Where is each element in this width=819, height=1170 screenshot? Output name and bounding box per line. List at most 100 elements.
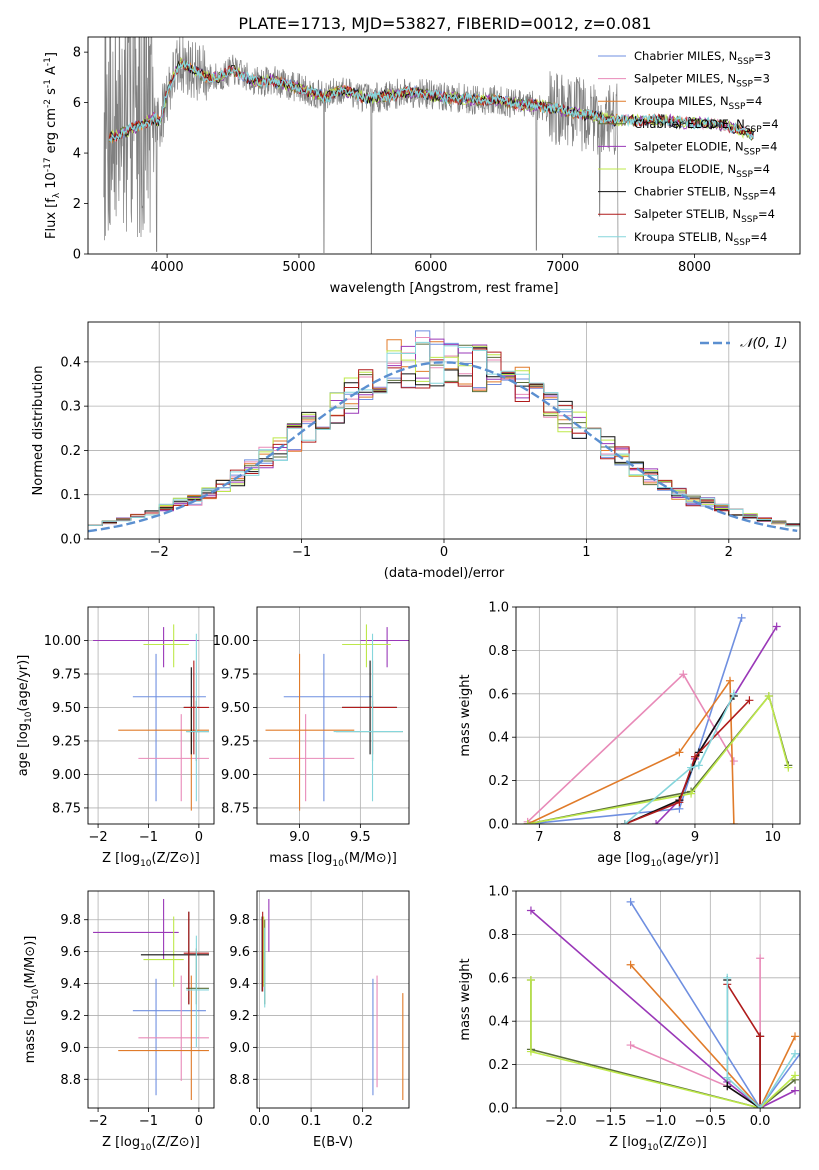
age-vs-metallicity-plot: −2 −1 0 8.75 9.00 9.25 9.50 9.75 10.00 Z [log10​(… [16, 606, 215, 869]
y-axis-label: mass weight [458, 674, 473, 756]
series-line [726, 977, 796, 1108]
y-tick-label: 9.4 [229, 977, 250, 992]
y-tick-label: 9.4 [60, 977, 81, 992]
axes-frame [87, 36, 801, 255]
errorbar-kroupa-elodie [143, 624, 189, 668]
legend-label: Chabrier MILES, NSSP​=3 [634, 49, 771, 67]
series-salpeter-elodie [526, 906, 800, 1108]
x-tick-label: 9.0 [289, 830, 310, 845]
y-tick-label: 8.8 [60, 1073, 81, 1088]
plot-area [526, 897, 800, 1108]
y-tick-label: 9.2 [229, 1009, 250, 1024]
y-tick-label: 9.00 [52, 768, 81, 783]
data-point-marker [756, 954, 765, 963]
y-tick-label: 9.2 [60, 1009, 81, 1024]
plot-area [93, 898, 209, 1101]
data-point-marker [523, 820, 532, 824]
y-tick-label: 0.6 [488, 687, 509, 702]
data-point-marker [679, 670, 688, 679]
data-point-marker [626, 897, 635, 906]
data-point-marker [737, 613, 746, 622]
data-point-marker [791, 1049, 800, 1058]
x-axis-label: Z [log10​(Z/Z⊙)] [102, 1135, 200, 1153]
legend-label: Chabrier STELIB, NSSP​=4 [634, 185, 776, 203]
y-tick-label: 9.6 [60, 945, 81, 960]
errorbar-salpeter-miles [269, 714, 355, 802]
x-tick-label: −2 [150, 545, 169, 560]
mass-weight-vs-age-plot: 7 8 9 10 0.0 0.2 0.4 0.6 0.8 1.0 age [log10​(age/y… [458, 601, 801, 869]
y-axis-label: mass [log10​(M/M⊙)] [23, 936, 41, 1064]
plot-area [261, 898, 404, 1101]
x-axis-label: E(B-V) [313, 1135, 353, 1150]
x-tick-label: 4000 [151, 260, 184, 275]
data-point-marker [694, 761, 703, 770]
axes-frame [256, 890, 410, 1109]
legend-label: Salpeter MILES, NSSP​=3 [634, 72, 770, 90]
y-tick-label: 9.0 [60, 1041, 81, 1056]
x-tick-label: −1 [139, 830, 158, 845]
x-tick-label: 0.1 [301, 1114, 322, 1129]
data-point-marker [526, 1047, 535, 1056]
y-axis-label: mass weight [458, 958, 473, 1040]
x-tick-label: 8000 [678, 260, 711, 275]
y-tick-label: 8 [73, 46, 81, 61]
y-tick-label: 1.0 [488, 885, 509, 900]
y-tick-label: 9.8 [60, 913, 81, 928]
x-tick-label: 0.2 [352, 1114, 373, 1129]
errorbar-salpeter-elodie [93, 627, 199, 668]
x-tick-label: −1.0 [645, 1114, 677, 1129]
legend-label: Chabrier ELODIE, NSSP​=4 [634, 117, 779, 135]
y-axis-label: Flux [fλ​ 10-17​ erg cm-2​ s-1​ A-1​] [43, 52, 62, 239]
series-line [630, 964, 796, 1108]
x-tick-label: −2 [88, 1114, 107, 1129]
data-point-marker [756, 1104, 765, 1108]
data-point-marker [652, 820, 661, 824]
plot-area [93, 624, 209, 811]
errorbar-kroupa-elodie [342, 624, 391, 668]
series-line [530, 909, 796, 1108]
x-tick-label: 7 [535, 830, 543, 845]
mass-vs-extinction-plot: 0.0 0.1 0.2 8.8 9.0 9.2 9.4 9.6 9.8 E(B-V) [229, 890, 410, 1150]
data-point-marker [687, 789, 696, 798]
series-line [629, 901, 800, 1108]
data-point-marker [723, 1073, 732, 1082]
data-point-marker [791, 1032, 800, 1041]
legend-label: Kroupa ELODIE, NSSP​=4 [634, 162, 770, 180]
legend-label: Salpeter STELIB, NSSP​=4 [634, 207, 775, 225]
series-line [624, 693, 735, 824]
series-chabrier-elodie [526, 975, 800, 1108]
axes-frame [515, 606, 801, 825]
y-tick-label: 0.4 [60, 355, 81, 370]
y-tick-label: 10.00 [44, 634, 81, 649]
errorbar-kroupa-miles [118, 707, 209, 811]
plot-area [265, 624, 409, 811]
series-kroupa-elodie [526, 975, 800, 1108]
y-tick-label: 0.0 [60, 533, 81, 548]
x-tick-label: −1 [139, 1114, 158, 1129]
axes-frame [256, 606, 410, 825]
x-tick-label: −2.0 [545, 1114, 577, 1129]
y-tick-label: 6 [73, 96, 81, 111]
data-point-marker [791, 1086, 800, 1095]
x-axis-label: Z [log10​(Z/Z⊙)] [609, 1135, 707, 1153]
x-tick-label: 2 [725, 545, 733, 560]
y-tick-label: 9.50 [221, 701, 250, 716]
y-tick-label: 0.3 [60, 400, 81, 415]
y-tick-label: 0.6 [488, 971, 509, 986]
x-tick-label: 0.0 [249, 1114, 270, 1129]
x-tick-label: 9 [691, 830, 699, 845]
y-tick-label: 9.75 [52, 667, 81, 682]
y-tick-label: 0.1 [60, 488, 81, 503]
data-point-marker [756, 1032, 765, 1041]
plot-area [88, 330, 800, 533]
x-tick-label: −1 [292, 545, 311, 560]
y-tick-label: 0 [73, 248, 81, 263]
data-point-marker [620, 820, 629, 824]
y-tick-label: 0.2 [60, 444, 81, 459]
y-tick-label: 9.75 [221, 667, 250, 682]
y-tick-label: 1.0 [488, 601, 509, 616]
y-tick-label: 0.0 [488, 818, 509, 833]
data-point-marker [723, 973, 732, 982]
x-tick-label: 10 [764, 830, 781, 845]
x-tick-label: 8 [613, 830, 621, 845]
